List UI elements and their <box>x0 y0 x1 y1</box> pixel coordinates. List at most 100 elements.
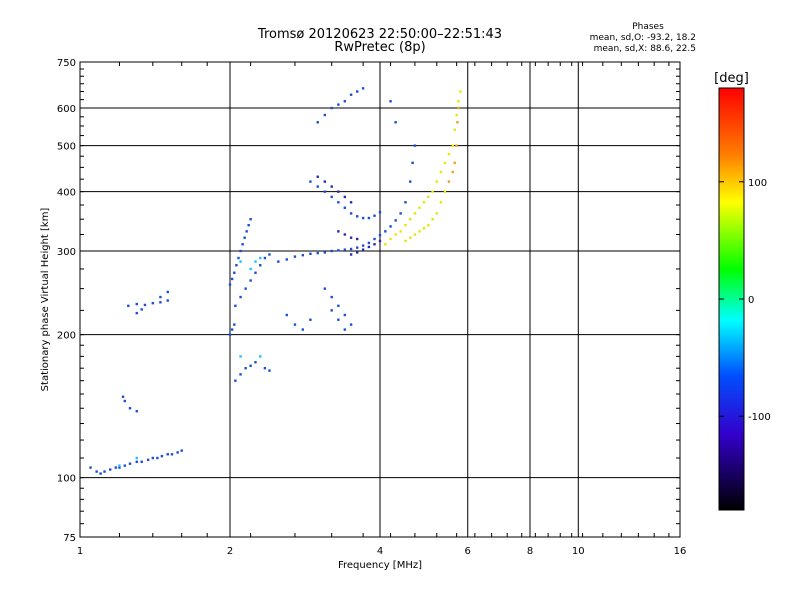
data-point <box>135 460 138 463</box>
data-point <box>135 311 138 315</box>
data-point <box>355 251 359 254</box>
data-point <box>323 287 327 290</box>
data-point <box>378 233 382 237</box>
data-point <box>233 271 236 274</box>
data-point <box>159 301 162 304</box>
data-point <box>447 152 451 156</box>
data-point <box>118 466 121 469</box>
data-point <box>234 379 237 382</box>
x-axis-label: Frequency [MHz] <box>338 560 422 571</box>
chart-subtitle: RwPretec (8p) <box>334 40 426 55</box>
data-point <box>455 144 458 147</box>
data-point <box>263 256 267 260</box>
data-point <box>127 304 130 308</box>
data-point <box>337 201 340 204</box>
data-point <box>121 395 125 398</box>
x-tick-label: 10 <box>572 546 585 557</box>
data-point <box>228 283 232 286</box>
data-point <box>367 216 371 220</box>
data-point <box>355 90 359 93</box>
data-point <box>384 230 387 233</box>
data-point <box>431 190 434 193</box>
data-point <box>453 161 456 165</box>
data-point <box>254 260 257 263</box>
data-point <box>323 180 327 183</box>
data-point <box>159 295 162 299</box>
data-point <box>453 128 456 131</box>
data-point <box>404 201 407 204</box>
data-point <box>89 466 92 469</box>
data-point <box>239 260 242 263</box>
data-point <box>146 458 150 462</box>
data-point <box>237 256 240 260</box>
data-point <box>409 218 412 221</box>
data-point <box>411 161 414 165</box>
data-point <box>309 180 312 183</box>
data-point <box>343 248 347 251</box>
data-point <box>128 462 132 465</box>
data-point <box>234 304 237 308</box>
colorbar-label: [deg] <box>714 71 749 86</box>
data-point <box>343 195 347 199</box>
data-point <box>394 233 397 236</box>
data-point <box>378 239 382 243</box>
data-point <box>323 113 327 117</box>
data-point <box>239 295 242 299</box>
data-point <box>389 225 392 228</box>
data-point <box>337 304 340 308</box>
data-point <box>166 453 169 456</box>
y-tick-label: 100 <box>57 474 76 485</box>
data-point <box>384 243 387 246</box>
data-point <box>422 201 426 204</box>
y-tick-label: 500 <box>57 142 76 153</box>
data-point <box>166 299 169 302</box>
y-tick-label: 400 <box>57 188 76 199</box>
data-point <box>361 244 365 247</box>
colorbar-tick-label: -100 <box>748 412 771 423</box>
data-point <box>249 218 252 221</box>
y-axis-ticks: 75 100 200 300 400 500 600 750 <box>57 58 76 544</box>
data-point <box>443 190 447 193</box>
data-point <box>151 456 155 460</box>
x-tick-label: 1 <box>77 546 83 557</box>
data-point <box>259 264 262 267</box>
data-point <box>361 248 365 251</box>
data-point <box>349 236 353 239</box>
phase-line-o: mean, sd,O: -93.2, 18.2 <box>589 33 696 43</box>
data-point <box>247 224 250 227</box>
phase-line-x: mean, sd,X: 88.6, 22.5 <box>593 44 696 54</box>
data-point <box>239 249 242 253</box>
data-point <box>301 328 305 331</box>
data-point <box>418 230 421 233</box>
data-point <box>128 407 132 410</box>
chart-title: Tromsø 20120623 22:50:00–22:51:43 <box>257 27 503 42</box>
data-points <box>89 87 462 475</box>
data-point <box>457 106 460 110</box>
data-point <box>409 180 412 183</box>
y-tick-label: 600 <box>57 104 76 115</box>
plot-frame <box>79 61 681 538</box>
data-point <box>249 267 252 271</box>
data-point <box>355 215 359 218</box>
data-point <box>418 206 421 209</box>
data-point <box>337 318 340 321</box>
data-point <box>413 144 417 147</box>
data-point <box>323 190 327 193</box>
x-tick-label: 4 <box>377 546 383 557</box>
data-point <box>337 230 340 233</box>
data-point <box>394 219 397 222</box>
data-point <box>166 290 169 294</box>
colorbar-tick-label: 0 <box>748 295 754 306</box>
data-point <box>244 366 247 370</box>
data-point <box>343 233 347 236</box>
data-point <box>367 245 371 249</box>
data-point <box>439 170 443 174</box>
data-point <box>176 451 179 454</box>
data-point <box>285 313 288 317</box>
data-point <box>355 237 359 241</box>
phase-title: Phases <box>632 22 664 32</box>
data-point <box>455 113 458 117</box>
data-point <box>180 449 183 452</box>
data-point <box>330 195 333 199</box>
